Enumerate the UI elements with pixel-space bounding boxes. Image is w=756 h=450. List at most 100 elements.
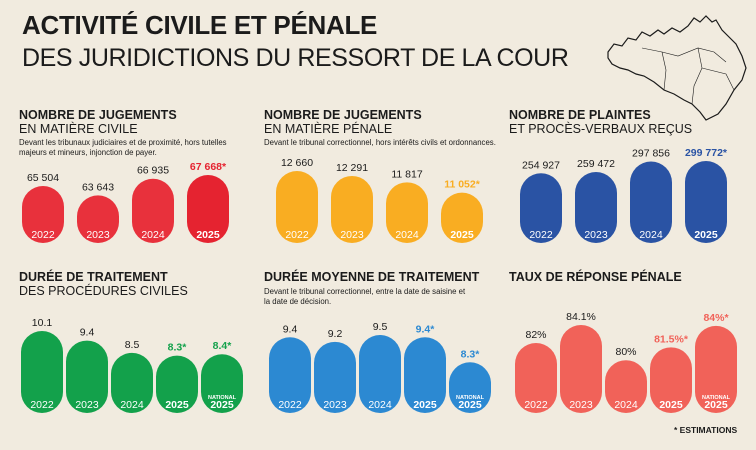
bar	[685, 161, 727, 243]
value-label: 299 772*	[685, 147, 728, 159]
bar	[156, 355, 198, 413]
page-subtitle: DES JURIDICTIONS DU RESSORT DE LA COUR	[22, 44, 569, 72]
bar	[21, 331, 63, 413]
bar	[515, 343, 557, 413]
category-label: 2023	[323, 399, 347, 411]
category-label: 2023	[340, 229, 364, 241]
panel-complaints: NOMBRE DE PLAINTES ET PROCÈS-VERBAUX REÇ…	[509, 108, 692, 136]
category-label: 2024	[395, 229, 419, 241]
category-label: 2022	[285, 229, 309, 241]
category-label: 2023	[75, 399, 99, 411]
panel-title: DURÉE MOYENNE DE TRAITEMENT	[264, 270, 480, 284]
panel-note: Devant le tribunal correctionnel, entre …	[264, 287, 466, 306]
value-label: 84%*	[703, 312, 729, 324]
bar	[331, 175, 373, 243]
value-label: 259 472	[577, 158, 615, 170]
panel-title: NOMBRE DE JUGEMENTS	[19, 108, 177, 122]
category-label: 2024	[614, 399, 638, 411]
category-label: 2025	[458, 399, 482, 411]
category-label: 2022	[524, 399, 548, 411]
category-label: 2024	[141, 229, 165, 241]
panel-title: NOMBRE DE PLAINTES	[509, 108, 651, 122]
panel-subtitle: EN MATIÈRE CIVILE	[19, 122, 138, 136]
category-label: 2023	[584, 229, 608, 241]
value-label: 8.3*	[461, 348, 481, 360]
category-label: 2024	[639, 229, 663, 241]
bar	[404, 337, 446, 413]
bar	[66, 340, 108, 413]
panel-penal-response: TAUX DE RÉPONSE PÉNALE	[509, 270, 682, 284]
value-label: 67 668*	[190, 161, 227, 173]
bar	[650, 347, 692, 413]
bar	[695, 325, 737, 413]
value-label: 9.2	[328, 328, 343, 340]
value-label: 8.4*	[213, 340, 233, 352]
category-label: 2023	[569, 399, 593, 411]
bar	[77, 195, 119, 243]
page-title: ACTIVITÉ CIVILE ET PÉNALE	[22, 10, 378, 40]
category-label: 2024	[120, 399, 144, 411]
panel-civil-duration: DURÉE DE TRAITEMENT DES PROCÉDURES CIVIL…	[19, 270, 188, 298]
bar	[22, 185, 64, 243]
value-label: 66 935	[137, 165, 169, 177]
value-label: 9.5	[373, 321, 388, 333]
bar	[132, 178, 174, 243]
category-label: 2024	[368, 399, 392, 411]
panel-criminal-judgments: NOMBRE DE JUGEMENTS EN MATIÈRE PÉNALE De…	[264, 108, 504, 148]
value-label: 63 643	[82, 181, 114, 193]
panel-subtitle: ET PROCÈS-VERBAUX REÇUS	[509, 122, 693, 136]
category-label: 2022	[278, 399, 302, 411]
panel-subtitle: DES PROCÉDURES CIVILES	[19, 284, 188, 298]
category-label: 2025	[165, 399, 189, 411]
value-label: 82%	[525, 329, 546, 341]
bar	[359, 335, 401, 413]
value-label: 81.5%*	[654, 333, 689, 345]
category-label: 2025	[196, 229, 220, 241]
brittany-map-icon	[607, 15, 747, 121]
footnote: * ESTIMATIONS	[674, 425, 738, 435]
category-label: 2025	[450, 229, 474, 241]
panel-subtitle: EN MATIÈRE PÉNALE	[264, 122, 393, 136]
value-label: 10.1	[32, 317, 53, 329]
category-sublabel: NATIONAL	[208, 395, 237, 401]
bar	[386, 182, 428, 243]
value-label: 9.4	[80, 327, 95, 339]
value-label: 80%	[615, 346, 636, 358]
value-label: 297 856	[632, 148, 670, 160]
category-label: 2022	[529, 229, 553, 241]
bar	[314, 341, 356, 413]
bar	[111, 352, 153, 413]
bar	[520, 173, 562, 243]
category-label: 2022	[31, 229, 55, 241]
bar	[201, 354, 243, 413]
panel-note: Devant le tribunal correctionnel, hors i…	[264, 138, 496, 147]
bar	[269, 337, 311, 413]
value-label: 8.3*	[168, 342, 188, 354]
category-label: 2025	[210, 399, 234, 411]
panel-note: Devant les tribunaux judiciaires et de p…	[19, 138, 227, 157]
value-label: 9.4	[283, 323, 298, 335]
bar	[276, 171, 318, 243]
bar	[575, 172, 617, 243]
category-label: 2023	[86, 229, 110, 241]
panel-title: TAUX DE RÉPONSE PÉNALE	[509, 270, 682, 284]
bar	[441, 192, 483, 243]
panel-title: DURÉE DE TRAITEMENT	[19, 270, 168, 284]
value-label: 65 504	[27, 172, 59, 184]
bar	[630, 161, 672, 243]
panel-criminal-duration: DURÉE MOYENNE DE TRAITEMENT Devant le tr…	[264, 270, 479, 307]
panel-title: NOMBRE DE JUGEMENTS	[264, 108, 422, 122]
value-label: 254 927	[522, 159, 560, 171]
value-label: 11 052*	[444, 179, 481, 191]
value-label: 9.4*	[416, 323, 436, 335]
category-label: 2025	[694, 229, 718, 241]
value-label: 12 660	[281, 157, 313, 169]
bar	[449, 362, 491, 413]
bar	[605, 360, 647, 413]
